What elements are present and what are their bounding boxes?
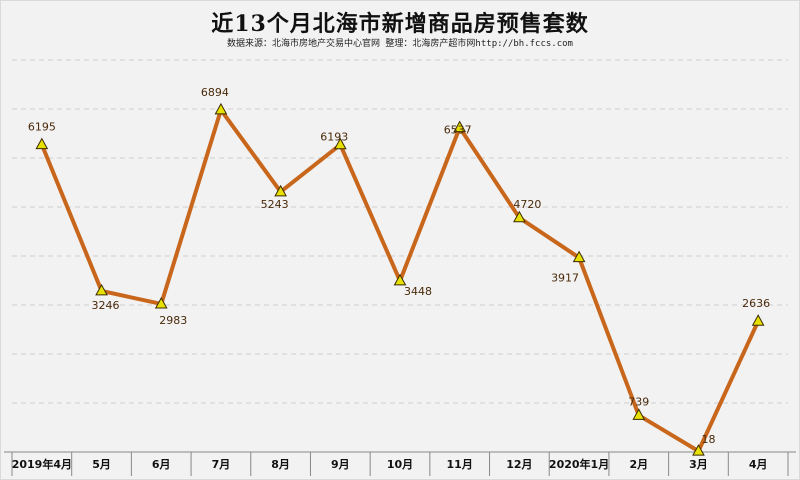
data-point-marker	[154, 296, 168, 309]
data-labels: 6195 3246 2983 6894 5243 6193 3448 6537 4720 3917…	[28, 86, 770, 446]
x-tick-label: 7月	[212, 458, 231, 471]
x-tick-label: 8月	[271, 458, 290, 471]
data-label: 3917	[551, 272, 579, 285]
data-point-marker	[274, 184, 287, 197]
data-label: 18	[701, 433, 715, 446]
x-tick-label: 11月	[447, 458, 473, 471]
data-label: 4720	[513, 198, 541, 211]
data-point-marker	[632, 408, 646, 420]
data-point-marker	[453, 120, 467, 133]
data-point-marker	[751, 314, 765, 326]
data-label: 6537	[444, 124, 472, 137]
data-point-marker	[333, 137, 347, 150]
data-point-marker	[35, 137, 49, 150]
data-point-marker	[692, 444, 705, 456]
chart-title: 近13个月北海市新增商品房预售套数	[211, 11, 589, 37]
data-label: 2983	[159, 314, 187, 327]
x-tick-label: 4月	[749, 458, 768, 471]
x-axis: 2019年4月 5月 6月 7月 8月 9月 10月 11月 12月 2020年1月 2月 3月 4月	[4, 451, 796, 476]
x-tick-label: 12月	[506, 458, 532, 471]
x-tick-label: 9月	[331, 458, 350, 471]
data-label: 6193	[320, 131, 348, 144]
data-label: 5243	[261, 198, 289, 211]
x-tick-label: 3月	[689, 458, 708, 471]
markers	[35, 102, 765, 456]
data-label: 3448	[404, 285, 432, 298]
data-label: 739	[628, 395, 649, 408]
gridlines	[12, 59, 788, 404]
data-label: 2636	[742, 297, 770, 310]
data-point-marker	[572, 250, 586, 263]
x-tick-label: 6月	[152, 458, 171, 471]
data-label: 6894	[201, 86, 229, 99]
x-tick-label: 2月	[629, 458, 648, 471]
chart-subtitle: 数据来源：北海市房地产交易中心官网 整理：北海房产超市网http://bh.fc…	[227, 39, 573, 49]
x-tick-label: 5月	[92, 458, 111, 471]
data-label: 6195	[28, 121, 56, 134]
data-point-marker	[95, 283, 108, 296]
data-label: 3246	[92, 299, 120, 312]
data-point-marker	[214, 102, 228, 115]
data-point-marker	[393, 273, 407, 286]
x-tick-label: 2020年1月	[549, 457, 609, 471]
x-tick-label: 2019年4月	[12, 457, 72, 471]
x-tick-label: 10月	[387, 458, 413, 471]
data-point-marker	[513, 210, 526, 223]
